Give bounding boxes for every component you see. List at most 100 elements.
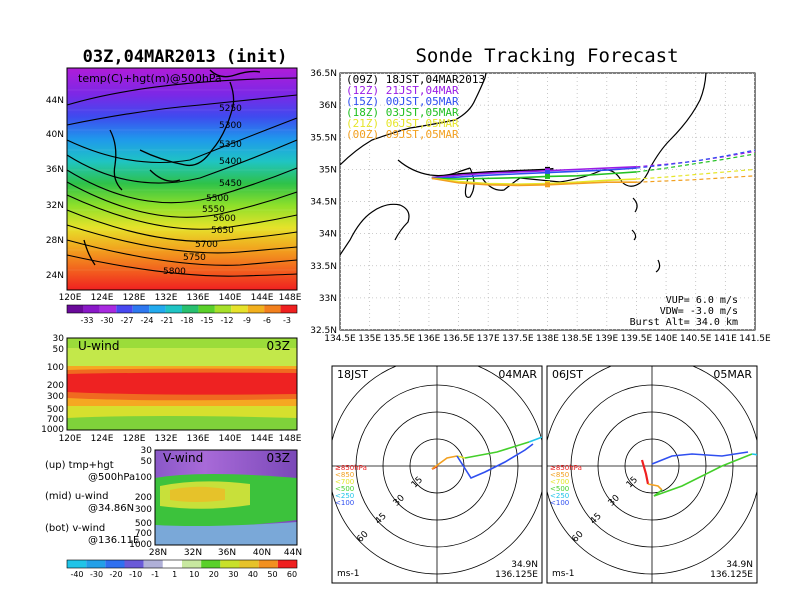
temp-map-frame <box>66 67 298 291</box>
colorbar-swatch <box>239 560 259 568</box>
hodograph-legend-entry: <700 <box>335 478 354 486</box>
hodograph-legend-entry: <700 <box>550 478 569 486</box>
hodograph-time: 18JST <box>337 368 368 381</box>
p-tick: 50 <box>53 345 65 355</box>
colorbar-label: -27 <box>120 316 133 325</box>
lat-tick: 36N <box>46 165 64 175</box>
hodograph-trace <box>456 455 466 459</box>
p-tick: 200 <box>135 493 152 503</box>
hodograph-legend-entry: <850 <box>550 471 569 479</box>
colorbar-label: 1 <box>172 570 177 579</box>
temp-map-lon-ticks: 120E 124E 128E 132E 136E 140E 144E 148E <box>59 293 302 303</box>
v-wind-band <box>170 486 225 502</box>
trajectory-x-ticks: 134.5E 135E 135.5E 136E 136.5E 137E 137.5E 138E… <box>324 334 771 344</box>
trajectory-series <box>431 149 755 188</box>
colorbar-label: -3 <box>283 316 291 325</box>
hodograph-trace <box>751 453 757 456</box>
colorbar-swatch <box>220 560 240 568</box>
u-wind-band <box>67 372 297 395</box>
hodograph-lat: 34.9N <box>511 560 538 570</box>
x-tick-label: 135.5E <box>384 334 416 344</box>
trajectory-line <box>431 177 637 187</box>
colorbar-swatch <box>99 305 117 313</box>
colorbar-swatch <box>124 560 144 568</box>
x-tick-label: 140E <box>655 334 678 344</box>
contour-label: 5650 <box>211 226 234 236</box>
v-wind-p-ticks: 30 50 100 200 300 500 700 1000 <box>129 446 152 550</box>
hodograph-units: ms-1 <box>337 569 359 579</box>
colorbar-swatch <box>277 560 297 568</box>
colorbar-label: -30 <box>90 570 103 579</box>
lon-tick: 148E <box>279 293 302 303</box>
p-tick: 700 <box>135 529 152 539</box>
v-wind-band <box>155 522 297 545</box>
x-tick-label: 138.5E <box>561 334 593 344</box>
p-tick: 200 <box>47 381 64 391</box>
colorbar-swatch <box>247 305 265 313</box>
lon-tick: 136E <box>187 293 210 303</box>
lon-tick: 140E <box>219 293 242 303</box>
x-tick-label: 138E <box>536 334 559 344</box>
note-line: @500hPa <box>88 472 135 483</box>
p-tick: 700 <box>47 415 64 425</box>
x-tick-label: 140.5E <box>680 334 712 344</box>
hodograph-trace <box>431 455 458 470</box>
lon-tick: 120E <box>59 434 82 444</box>
note-line: (mid) u-wind <box>45 491 108 502</box>
hodograph-units: ms-1 <box>552 569 574 579</box>
hodograph-trace <box>653 453 753 497</box>
trajectory-line-dashed <box>636 153 755 173</box>
hodograph-legend-entry: ≥850hPa <box>550 464 582 472</box>
colorbar-label: -6 <box>263 316 271 325</box>
y-tick-label: 34.5N <box>310 198 337 208</box>
temp-field <box>67 68 297 290</box>
hodograph-legend-entry: <850 <box>335 471 354 479</box>
lat-tick: 32N <box>46 201 64 211</box>
colorbar-label: -40 <box>70 570 83 579</box>
v-wind-time: 03Z <box>267 451 291 465</box>
coastlines <box>83 69 261 266</box>
contour-label: 5550 <box>202 205 225 215</box>
hodograph-lon: 136.125E <box>710 570 753 580</box>
y-tick-label: 32.5N <box>310 326 337 336</box>
u-wind-label: U-wind <box>78 339 119 353</box>
hodograph-lat: 34.9N <box>726 560 753 570</box>
colorbar-label: 30 <box>228 570 238 579</box>
trajectory-line <box>431 171 637 180</box>
p-tick: 50 <box>141 457 153 467</box>
u-wind-time: 03Z <box>267 339 291 353</box>
x-tick-label: 139.5E <box>621 334 653 344</box>
u-wind-panel: U-wind 03Z 30 50 100 200 300 500 700 100… <box>41 334 302 444</box>
legend-entry: (12Z) 21JST,04MAR <box>346 84 459 97</box>
colorbar-label: -20 <box>110 570 123 579</box>
lon-tick: 144E <box>251 293 274 303</box>
x-tick-label: 134.5E <box>324 334 356 344</box>
colorbar-swatch <box>264 305 281 313</box>
p-tick: 1000 <box>129 540 152 550</box>
contour-label: 5500 <box>206 194 229 204</box>
colorbar-swatch <box>182 305 199 313</box>
colorbar-label: -10 <box>129 570 142 579</box>
hodograph-date: 05MAR <box>713 368 752 381</box>
x-tick-label: 136.5E <box>443 334 475 344</box>
legend-entry: (15Z) 00JST,05MAR <box>346 95 459 108</box>
trajectory-y-ticks: 36.5N 36N 35.5N 35N 34.5N 34N 33.5N 33N 32.5N <box>310 69 337 336</box>
p-tick: 1000 <box>41 425 64 435</box>
y-tick-label: 34N <box>319 230 337 240</box>
vdw-text: VDW= -3.0 m/s <box>660 306 738 317</box>
x-tick-label: 141.5E <box>739 334 771 344</box>
trajectory-legend: (09Z) 18JST,04MAR2013(12Z) 21JST,04MAR(1… <box>346 73 485 141</box>
note-line: (up) tmp+hgt <box>45 460 114 471</box>
contour-label: 5600 <box>213 214 236 224</box>
vup-text: VUP= 6.0 m/s <box>666 295 738 306</box>
hodograph-legend-entry: <100 <box>550 499 569 507</box>
contour-label: 5700 <box>195 240 218 250</box>
y-tick-label: 35N <box>319 165 337 175</box>
hodograph-legend-entry: <250 <box>335 492 354 500</box>
colorbar-label: -18 <box>180 316 193 325</box>
hodograph-legend-entry: <500 <box>550 485 569 493</box>
contour-labels: 5250 5300 5350 5400 5450 5500 5550 5600 … <box>163 104 242 277</box>
p-tick: 100 <box>135 473 152 483</box>
lon-tick: 132E <box>155 293 178 303</box>
v-wind-lat-ticks: 28N 32N 36N 40N 44N <box>149 548 302 558</box>
